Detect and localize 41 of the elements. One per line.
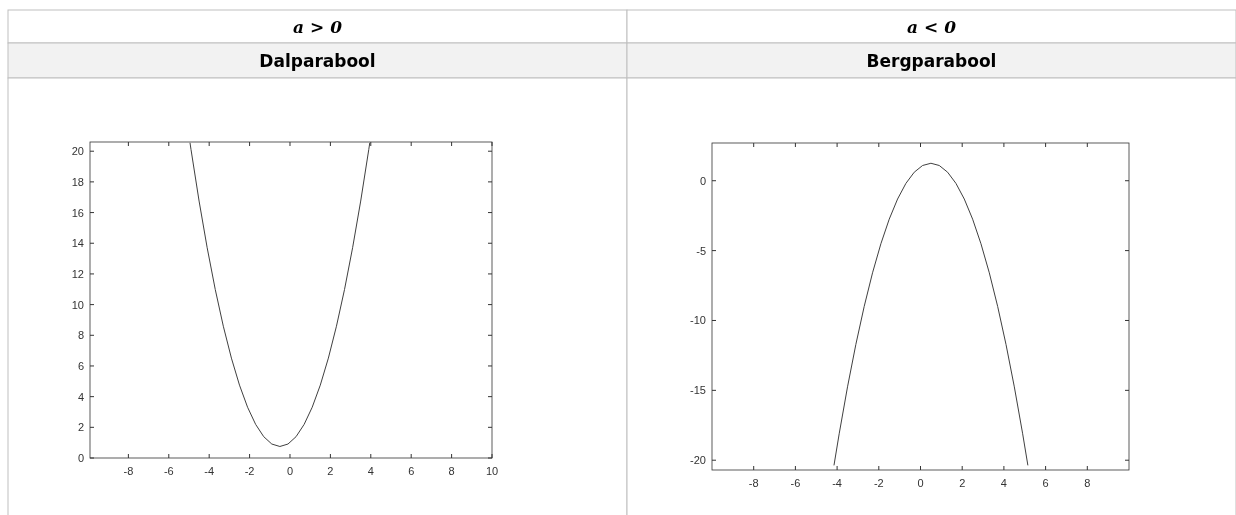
x-tick-label: -4 [204,465,215,477]
x-tick-label: 8 [1084,477,1091,489]
y-tick-label: 10 [71,298,84,311]
x-tick-label: 10 [485,465,499,477]
y-tick-label: 0 [699,174,706,187]
y-tick-label: 6 [77,359,84,372]
x-tick-label: 8 [448,465,455,477]
x-tick-label: -8 [123,465,134,477]
y-tick-label: -5 [696,244,706,257]
x-tick-label: -8 [748,477,759,489]
x-tick-label: -2 [244,465,255,477]
x-tick-label: 0 [286,465,294,477]
chart-subtitle: Bergparabool [866,51,997,71]
x-tick-label: -6 [790,477,801,489]
chart-title: a > 0 [293,17,343,37]
y-tick-label: 14 [71,237,84,250]
x-tick-label: 0 [917,477,924,489]
y-tick-label: 0 [77,452,84,464]
y-tick-label: -10 [690,314,706,327]
x-tick-label: -2 [873,477,884,489]
x-tick-label: 6 [1042,477,1049,489]
x-tick-label: 6 [408,465,415,477]
chart-subtitle: Dalparabool [259,51,376,71]
line-series [189,142,371,447]
x-tick-label: -6 [163,465,174,477]
y-tick-label: 16 [71,206,84,219]
y-tick-label: 20 [71,145,84,158]
y-tick-label: -15 [690,384,706,397]
x-tick-label: 2 [327,465,334,477]
y-tick-label: -20 [690,454,706,467]
x-tick-label: 2 [959,477,966,489]
x-tick-label: 4 [367,465,374,477]
y-tick-label: 2 [77,421,84,434]
y-tick-label: 8 [77,329,84,342]
y-tick-label: 4 [77,390,84,403]
x-tick-label: 4 [1000,477,1007,489]
x-tick-label: -4 [832,477,842,489]
y-tick-label: 12 [71,267,84,280]
y-tick-label: 18 [71,175,84,188]
chart-title: a < 0 [907,17,957,37]
line-series [833,162,1029,466]
